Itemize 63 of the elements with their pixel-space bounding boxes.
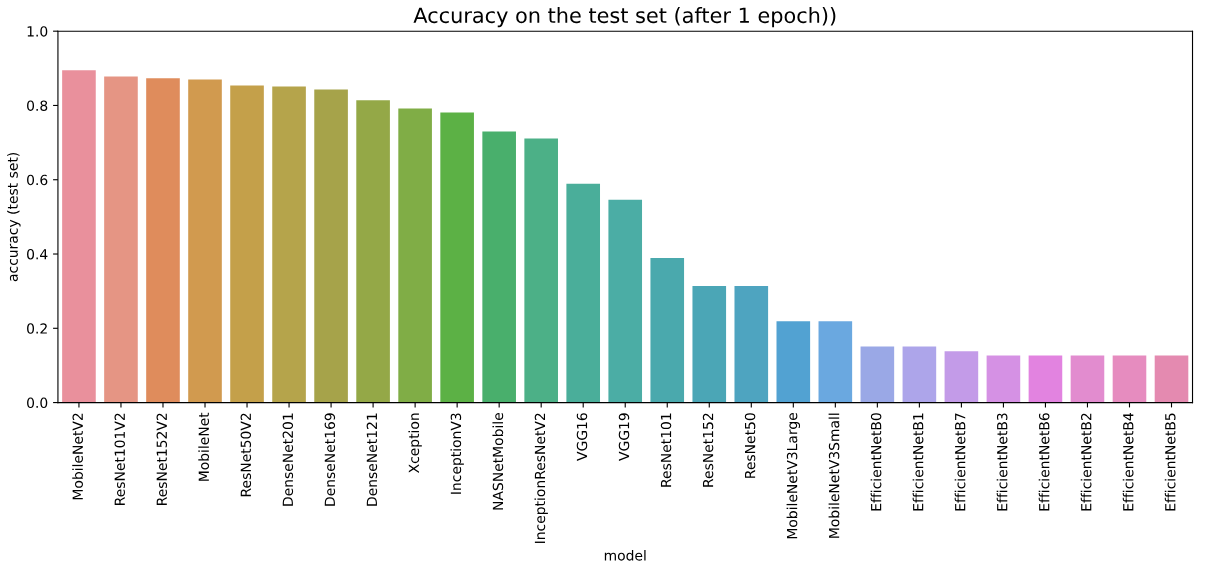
x-tick-label: EfficientNetB5 bbox=[1164, 413, 1176, 511]
x-tick-label: MobileNetV3Small bbox=[828, 413, 840, 538]
y-tick-label: 1.0 bbox=[27, 26, 48, 37]
x-tick-label: InceptionV3 bbox=[450, 413, 464, 494]
bar bbox=[776, 321, 811, 403]
bar bbox=[62, 70, 96, 403]
bar bbox=[524, 138, 558, 403]
x-tick-label: ResNet50V2 bbox=[240, 413, 252, 497]
x-tick-label: EfficientNetB0 bbox=[870, 413, 882, 511]
x-tick-label: EfficientNetB4 bbox=[1122, 413, 1134, 511]
x-tick-label: EfficientNetB7 bbox=[954, 413, 966, 511]
x-tick-label: VGG19 bbox=[618, 413, 630, 461]
x-tick-label: Xception bbox=[408, 413, 422, 473]
bar bbox=[1154, 355, 1189, 403]
x-tick-label: ResNet152 bbox=[702, 413, 714, 487]
bar bbox=[692, 285, 727, 403]
x-tick-label: ResNet101 bbox=[660, 413, 672, 487]
bar bbox=[272, 86, 306, 403]
bar bbox=[314, 89, 348, 403]
x-tick-label: NASNetMobile bbox=[492, 413, 504, 510]
bar bbox=[440, 112, 474, 403]
bar bbox=[860, 346, 895, 403]
x-tick-label: DenseNet121 bbox=[366, 413, 378, 506]
bar bbox=[566, 183, 601, 403]
x-tick-label: DenseNet201 bbox=[282, 413, 294, 506]
y-tick-label: 0.6 bbox=[27, 174, 48, 186]
bar bbox=[230, 85, 264, 403]
bar bbox=[902, 346, 937, 403]
x-tick-label: VGG16 bbox=[576, 413, 588, 461]
x-tick-label: EfficientNetB3 bbox=[996, 413, 1008, 511]
bar bbox=[104, 76, 138, 403]
bar bbox=[482, 131, 516, 403]
x-tick-label: ResNet152V2 bbox=[156, 413, 168, 505]
bar bbox=[146, 78, 180, 403]
x-tick-label: MobileNetV2 bbox=[72, 413, 83, 500]
bar bbox=[188, 79, 222, 403]
y-tick-label: 0.2 bbox=[27, 323, 47, 334]
bar bbox=[944, 351, 979, 403]
bar bbox=[1070, 355, 1105, 403]
y-tick-label: 0.8 bbox=[27, 100, 48, 111]
bar bbox=[986, 355, 1021, 403]
y-tick-label: 0.0 bbox=[27, 397, 48, 409]
x-tick-label: InceptionResNetV2 bbox=[534, 413, 548, 543]
x-tick-label: EfficientNetB1 bbox=[912, 413, 924, 511]
x-tick-label: MobileNet bbox=[198, 412, 210, 481]
bar bbox=[1028, 355, 1063, 403]
x-axis-title: model bbox=[604, 549, 646, 561]
y-axis-title: accuracy (test set) bbox=[7, 152, 21, 282]
bar bbox=[818, 321, 853, 403]
bar bbox=[1112, 355, 1147, 403]
bar bbox=[356, 100, 390, 403]
x-tick-label: ResNet101V2 bbox=[114, 413, 125, 505]
chart-title: Accuracy on the test set (after 1 epoch)) bbox=[413, 7, 836, 28]
bar bbox=[734, 285, 769, 403]
x-tick-label: ResNet50 bbox=[744, 413, 756, 478]
x-tick-label: DenseNet169 bbox=[324, 413, 336, 506]
bar bbox=[398, 108, 432, 403]
x-tick-label: MobileNetV3Large bbox=[786, 413, 801, 539]
bar bbox=[608, 199, 643, 403]
y-tick-label: 0.4 bbox=[27, 248, 48, 260]
x-tick-label: EfficientNetB6 bbox=[1038, 413, 1050, 511]
bar bbox=[650, 258, 685, 403]
x-tick-label: EfficientNetB2 bbox=[1080, 413, 1092, 511]
